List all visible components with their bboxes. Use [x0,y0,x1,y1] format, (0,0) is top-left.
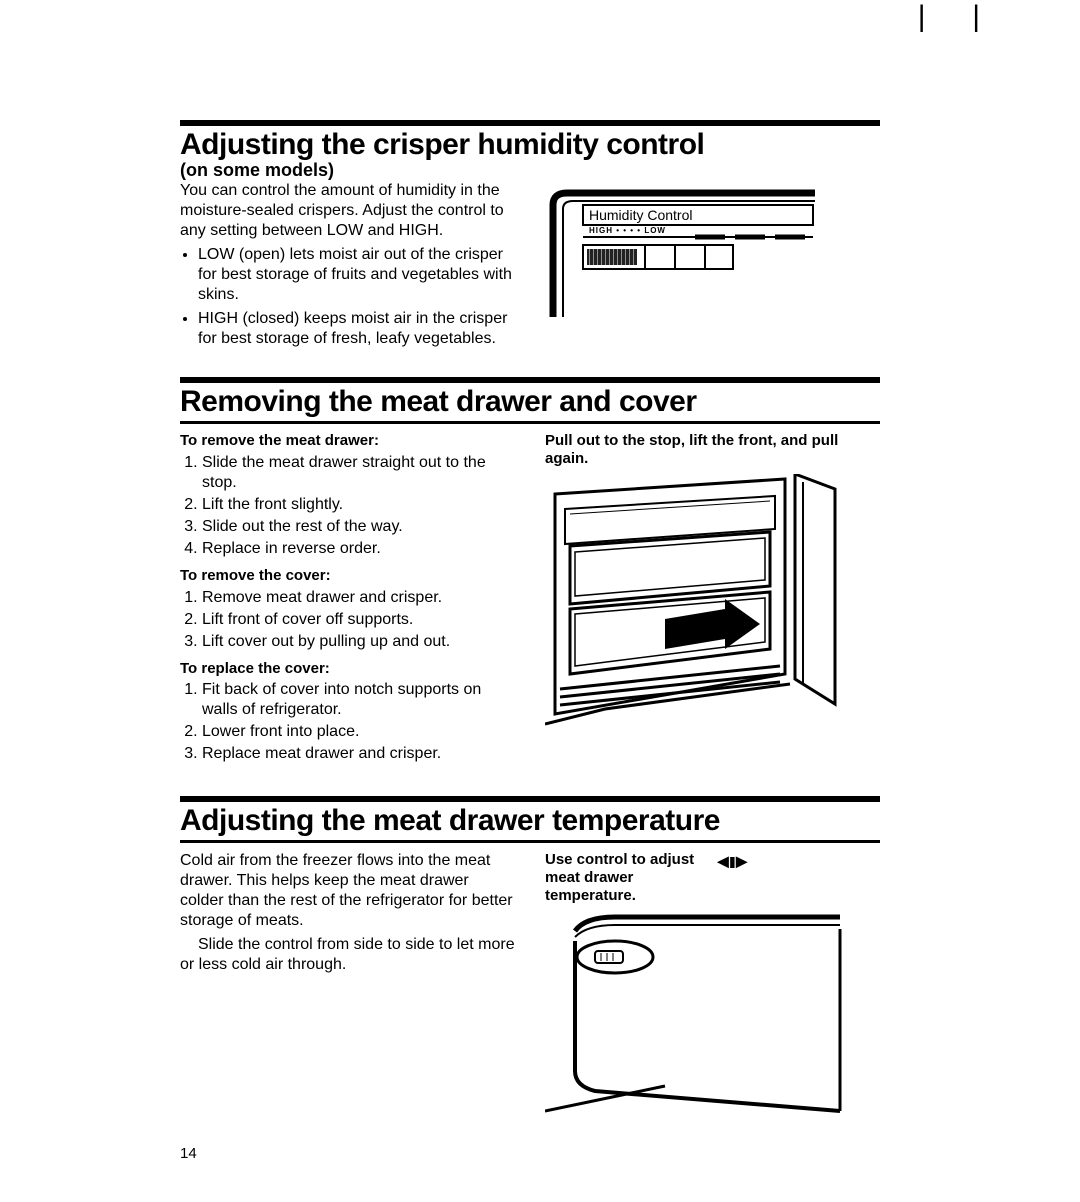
page-number: 14 [180,1145,197,1162]
drawer-diagram [545,474,845,734]
h-replace-cover: To replace the cover: [180,660,515,679]
rule-top-3 [180,796,880,802]
rule-under-3 [180,840,880,843]
step: Lift the front slightly. [202,495,515,515]
ol-replace-cover: Fit back of cover into notch supports on… [180,680,515,764]
ol-remove-drawer: Slide the meat drawer straight out to th… [180,453,515,559]
rule-top [180,120,880,126]
rule-under-2 [180,421,880,424]
crisper-bullets: LOW (open) lets moist air out of the cri… [180,245,515,349]
humidity-scale: HIGH • • • • LOW [589,226,666,235]
heading-meat-temp: Adjusting the meat drawer temperature [180,804,880,838]
remove-text-col: To remove the meat drawer: Slide the mea… [180,432,515,772]
remove-figure-col: Pull out to the stop, lift the front, an… [545,432,880,772]
step: Replace meat drawer and crisper. [202,744,515,764]
h-remove-cover: To remove the cover: [180,567,515,586]
section-crisper-humidity: Adjusting the crisper humidity control (… [180,120,880,353]
manual-page: | | Adjusting the crisper humidity contr… [0,0,1080,1202]
temp-para1: Cold air from the freezer flows into the… [180,851,515,931]
heading-crisper: Adjusting the crisper humidity control [180,128,880,162]
crop-marks: | | [918,0,990,34]
temp-caption: Use control to adjust meat drawer temper… [545,851,705,905]
crisper-text-col: You can control the amount of humidity i… [180,181,515,353]
step: Slide out the rest of the way. [202,517,515,537]
double-arrow-icon: ◄ıı► [713,851,748,874]
drawer-caption: Pull out to the stop, lift the front, an… [545,432,880,468]
bullet-high: HIGH (closed) keeps moist air in the cri… [198,309,515,349]
step: Replace in reverse order. [202,539,515,559]
humidity-label: Humidity Control [589,207,692,223]
step: Lift cover out by pulling up and out. [202,632,515,652]
bullet-low: LOW (open) lets moist air out of the cri… [198,245,515,305]
ol-remove-cover: Remove meat drawer and crisper. Lift fro… [180,588,515,652]
humidity-control-diagram: Humidity Control HIGH • • • • LOW [545,187,825,327]
section-meat-temp: Adjusting the meat drawer temperature Co… [180,796,880,1121]
heading-remove-drawer: Removing the meat drawer and cover [180,385,880,419]
temp-figure-col: Use control to adjust meat drawer temper… [545,851,880,1121]
step: Remove meat drawer and crisper. [202,588,515,608]
subheading-models: (on some models) [180,160,880,181]
step: Lower front into place. [202,722,515,742]
temp-text-col: Cold air from the freezer flows into the… [180,851,515,1121]
h-remove-drawer: To remove the meat drawer: [180,432,515,451]
step: Lift front of cover off supports. [202,610,515,630]
temp-para2: Slide the control from side to side to l… [180,935,515,975]
temp-control-diagram [545,911,845,1121]
rule-top-2 [180,377,880,383]
crisper-figure: Humidity Control HIGH • • • • LOW [545,187,880,353]
crisper-intro: You can control the amount of humidity i… [180,181,515,241]
step: Fit back of cover into notch supports on… [202,680,515,720]
section-meat-drawer-remove: Removing the meat drawer and cover To re… [180,377,880,772]
step: Slide the meat drawer straight out to th… [202,453,515,493]
